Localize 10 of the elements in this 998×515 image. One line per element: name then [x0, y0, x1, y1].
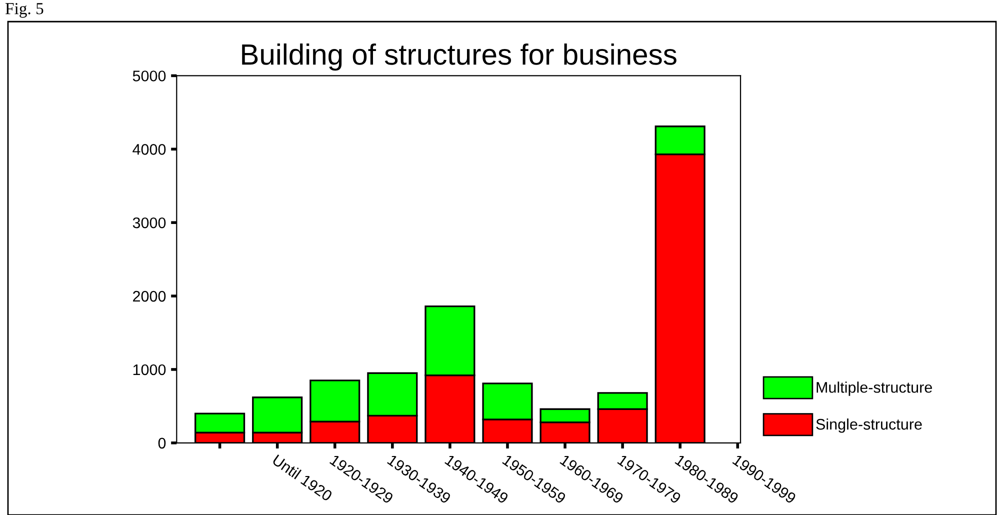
y-tick-label: 0 [158, 438, 166, 449]
legend-label: Single-structure [816, 418, 922, 433]
y-tick-label: 1000 [133, 364, 166, 376]
y-tick-label: 2000 [133, 290, 166, 302]
y-tick-label: 4000 [132, 144, 166, 155]
y-tick-label: 3000 [132, 217, 166, 228]
y-tick-label: 5000 [132, 70, 166, 82]
legend-label: Multiple-structure [816, 382, 932, 396]
chart-title: Building of structures for business [242, 43, 676, 71]
caption: Fig. 5 [5, 3, 44, 18]
